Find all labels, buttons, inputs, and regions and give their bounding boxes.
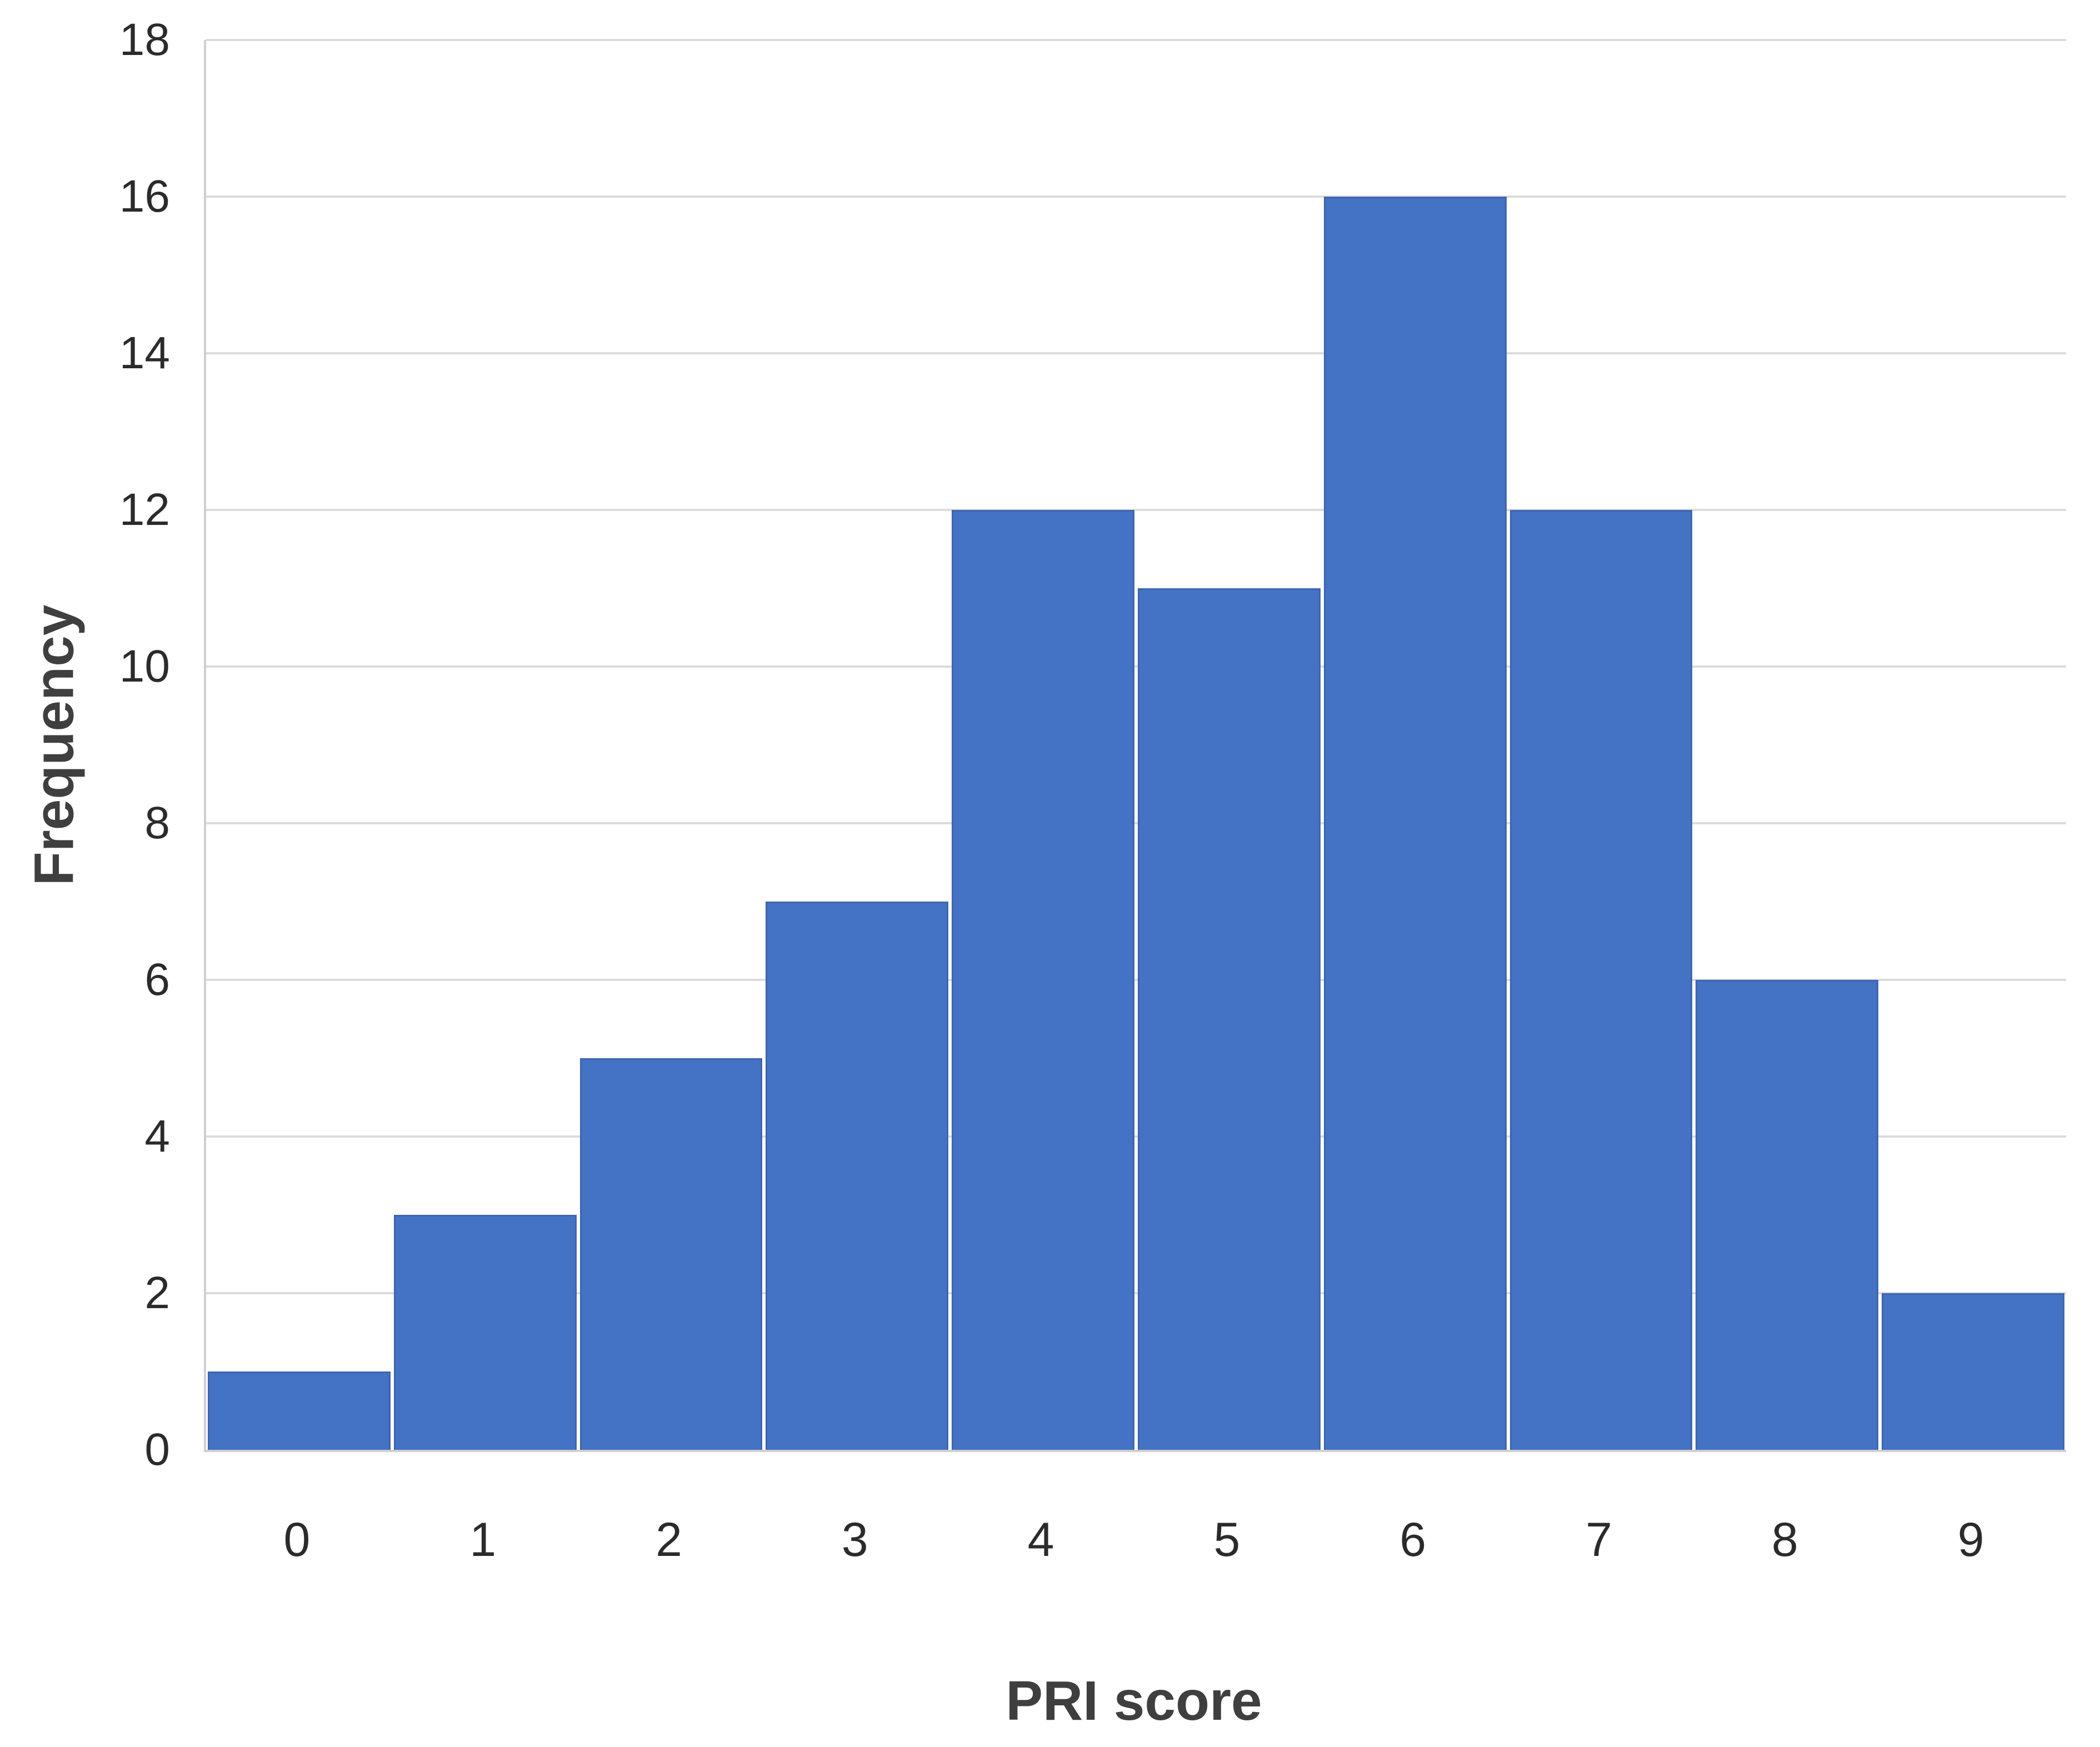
histogram-bar (1138, 588, 1321, 1450)
y-tick-label: 16 (119, 171, 170, 222)
x-tick-label: 2 (656, 1513, 682, 1566)
gridline (206, 195, 2066, 198)
gridline (206, 352, 2066, 354)
y-axis-tick-labels: 0 2 4 6 8 10 12 14 16 18 (0, 17, 173, 1473)
plot-area (204, 39, 2066, 1452)
histogram-bar (1323, 197, 1507, 1450)
y-tick-label: 8 (144, 798, 170, 848)
gridline (206, 509, 2066, 511)
x-tick-label: 4 (1027, 1513, 1054, 1566)
x-tick-label: 7 (1586, 1513, 1612, 1566)
x-axis-title: PRI score (1006, 1670, 1262, 1732)
gridline (206, 822, 2066, 824)
x-tick-label: 8 (1771, 1513, 1798, 1566)
gridline (206, 979, 2066, 981)
histogram-bar (579, 1058, 763, 1450)
histogram-bar (1509, 510, 1693, 1450)
y-tick-label: 2 (144, 1267, 170, 1318)
y-tick-label: 4 (144, 1111, 170, 1162)
histogram-bar (1696, 980, 1879, 1450)
x-tick-label: 0 (283, 1513, 311, 1566)
histogram-bar (952, 510, 1134, 1450)
histogram-bar (393, 1215, 577, 1450)
gridline (206, 665, 2066, 668)
histogram-bar (1882, 1293, 2064, 1450)
x-axis-tick-labels: 0 1 2 3 4 5 6 7 8 9 (204, 1452, 2064, 1574)
x-tick-label: 1 (469, 1513, 497, 1566)
gridline (206, 39, 2066, 41)
x-tick-label: 5 (1213, 1513, 1241, 1566)
y-tick-label: 0 (144, 1424, 170, 1475)
x-tick-label: 6 (1399, 1513, 1427, 1566)
histogram-bar (208, 1371, 391, 1450)
gridline (206, 1292, 2066, 1294)
x-tick-label: 9 (1957, 1513, 1984, 1566)
y-tick-label: 12 (119, 484, 170, 535)
gridline (206, 1135, 2066, 1138)
x-tick-label: 3 (841, 1513, 868, 1566)
y-tick-label: 14 (119, 327, 170, 378)
y-tick-label: 10 (119, 640, 170, 692)
histogram-bar (766, 902, 949, 1450)
y-tick-label: 6 (144, 954, 170, 1005)
y-tick-label: 18 (119, 14, 170, 65)
